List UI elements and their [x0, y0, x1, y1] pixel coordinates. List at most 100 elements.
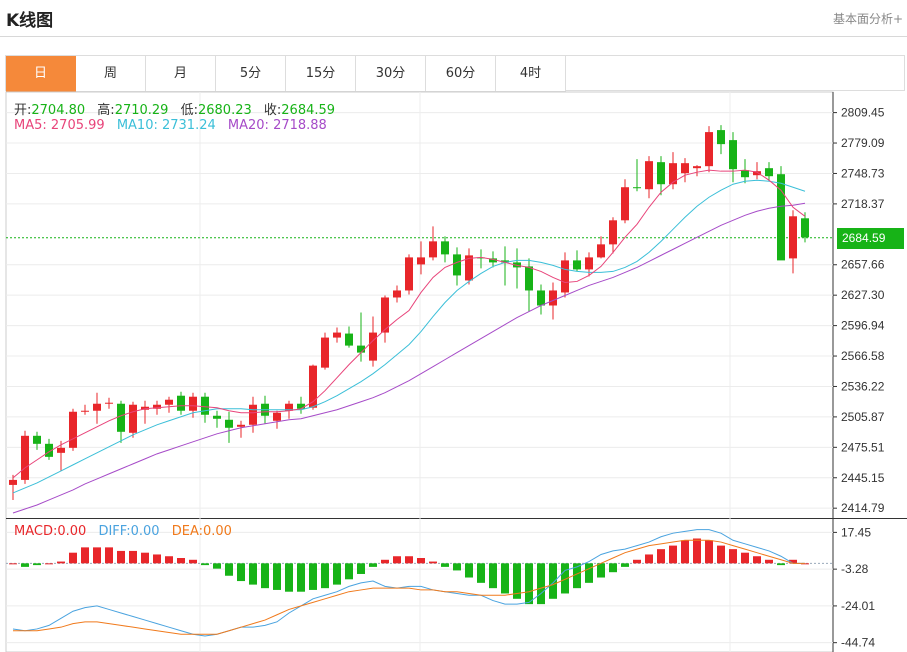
tab-week[interactable]: 周 — [76, 56, 146, 92]
macd-bar — [105, 547, 113, 564]
candle-body — [525, 266, 533, 291]
candle-body — [717, 130, 725, 145]
ma5-label: MA5: — [14, 118, 47, 133]
macd-bar — [453, 563, 461, 571]
diff-line — [12, 529, 805, 637]
candle-body — [9, 479, 17, 485]
fundamental-analysis-link[interactable]: 基本面分析+ — [832, 12, 903, 26]
macd-bar — [33, 563, 41, 566]
macd-bar — [753, 556, 761, 564]
macd-bar — [645, 554, 653, 564]
candle-body — [669, 163, 677, 185]
macd-bar — [237, 563, 245, 582]
ma10-line — [12, 179, 806, 494]
macd-bar — [477, 563, 485, 583]
macd-bar — [393, 556, 401, 564]
macd-bar — [417, 558, 425, 564]
macd-bar — [609, 563, 617, 573]
macd-tick-label: 17.45 — [841, 525, 871, 539]
macd-bar — [165, 556, 173, 564]
candle-body — [753, 171, 761, 176]
macd-tick-label: -44.74 — [841, 636, 875, 650]
tab-4hour[interactable]: 4时 — [496, 56, 566, 92]
tab-month[interactable]: 月 — [146, 56, 216, 92]
candle-body — [789, 216, 797, 259]
low-label: 低: — [180, 103, 198, 118]
ohlc-readout: 开:2704.80 高:2710.29 低:2680.23 收:2684.59 — [14, 99, 343, 118]
candle-body — [549, 290, 557, 306]
macd-tick-label: -24.01 — [841, 599, 875, 613]
candle-body — [21, 435, 29, 480]
candle-body — [417, 257, 425, 265]
tab-5min[interactable]: 5分 — [216, 56, 286, 92]
macd-readout: MACD:0.00 DIFF:0.00 DEA:0.00 — [14, 524, 240, 539]
macd-tick-label: -3.28 — [841, 562, 869, 576]
y-tick-label: 2414.79 — [841, 501, 885, 515]
ma10-value: 2731.24 — [161, 118, 216, 133]
candle-body — [153, 404, 161, 409]
dea-label: DEA: — [171, 524, 203, 539]
candle-body — [573, 260, 581, 270]
candle-body — [765, 168, 773, 177]
y-tick-label: 2505.87 — [841, 410, 885, 424]
candle-body — [705, 132, 713, 167]
macd-bar — [501, 563, 509, 594]
candle-body — [225, 419, 233, 428]
macd-bar — [333, 563, 341, 585]
candle-body — [381, 297, 389, 333]
macd-bar — [117, 550, 125, 564]
y-tick-label: 2566.58 — [841, 349, 885, 363]
high-label: 高: — [97, 103, 115, 118]
candle-body — [393, 290, 401, 298]
macd-bar — [669, 545, 677, 564]
candle-body — [405, 257, 413, 291]
macd-bar — [285, 563, 293, 592]
candle-body — [45, 443, 53, 457]
y-tick-label: 2596.94 — [841, 319, 885, 333]
candle-body — [81, 410, 89, 412]
tab-30min[interactable]: 30分 — [356, 56, 426, 92]
macd-bar — [153, 554, 161, 564]
candle-body — [537, 290, 545, 306]
macd-bar — [573, 563, 581, 589]
candle-body — [201, 396, 209, 415]
candle-body — [321, 337, 329, 368]
candle-body — [369, 332, 377, 361]
tab-60min[interactable]: 60分 — [426, 56, 496, 92]
ma5-line — [12, 169, 806, 479]
candle-body — [453, 254, 461, 276]
macd-bar — [21, 563, 29, 567]
page-title: K线图 — [6, 11, 54, 31]
candle-body — [57, 447, 65, 453]
macd-bar — [297, 563, 305, 592]
candle-body — [777, 174, 785, 261]
candle-body — [105, 402, 113, 404]
dea-value: 0.00 — [203, 524, 232, 539]
candle-body — [189, 396, 197, 411]
macd-bar — [681, 540, 689, 564]
macd-bar — [765, 559, 773, 564]
candle-body — [645, 161, 653, 190]
macd-bar — [525, 563, 533, 605]
y-tick-label: 2536.22 — [841, 379, 885, 393]
close-value: 2684.59 — [281, 103, 336, 118]
dea-line — [13, 539, 805, 635]
ma10-label: MA10: — [116, 118, 158, 133]
tab-day[interactable]: 日 — [6, 56, 76, 92]
macd-bar — [549, 563, 557, 599]
macd-value: 0.00 — [57, 524, 87, 539]
macd-bar — [141, 552, 149, 564]
candle-body — [441, 241, 449, 255]
macd-bar — [321, 563, 329, 589]
macd-bar — [45, 563, 53, 565]
macd-bar — [225, 563, 233, 576]
y-tick-label: 2627.30 — [841, 288, 885, 302]
ma-readout: MA5: 2705.99 MA10: 2731.24 MA20: 2718.88 — [14, 118, 335, 133]
close-label: 收: — [263, 103, 282, 118]
macd-bar — [309, 563, 317, 590]
macd-bar — [729, 549, 737, 564]
macd-label: MACD: — [14, 524, 58, 539]
tab-15min[interactable]: 15分 — [286, 56, 356, 92]
candle-body — [501, 260, 509, 263]
